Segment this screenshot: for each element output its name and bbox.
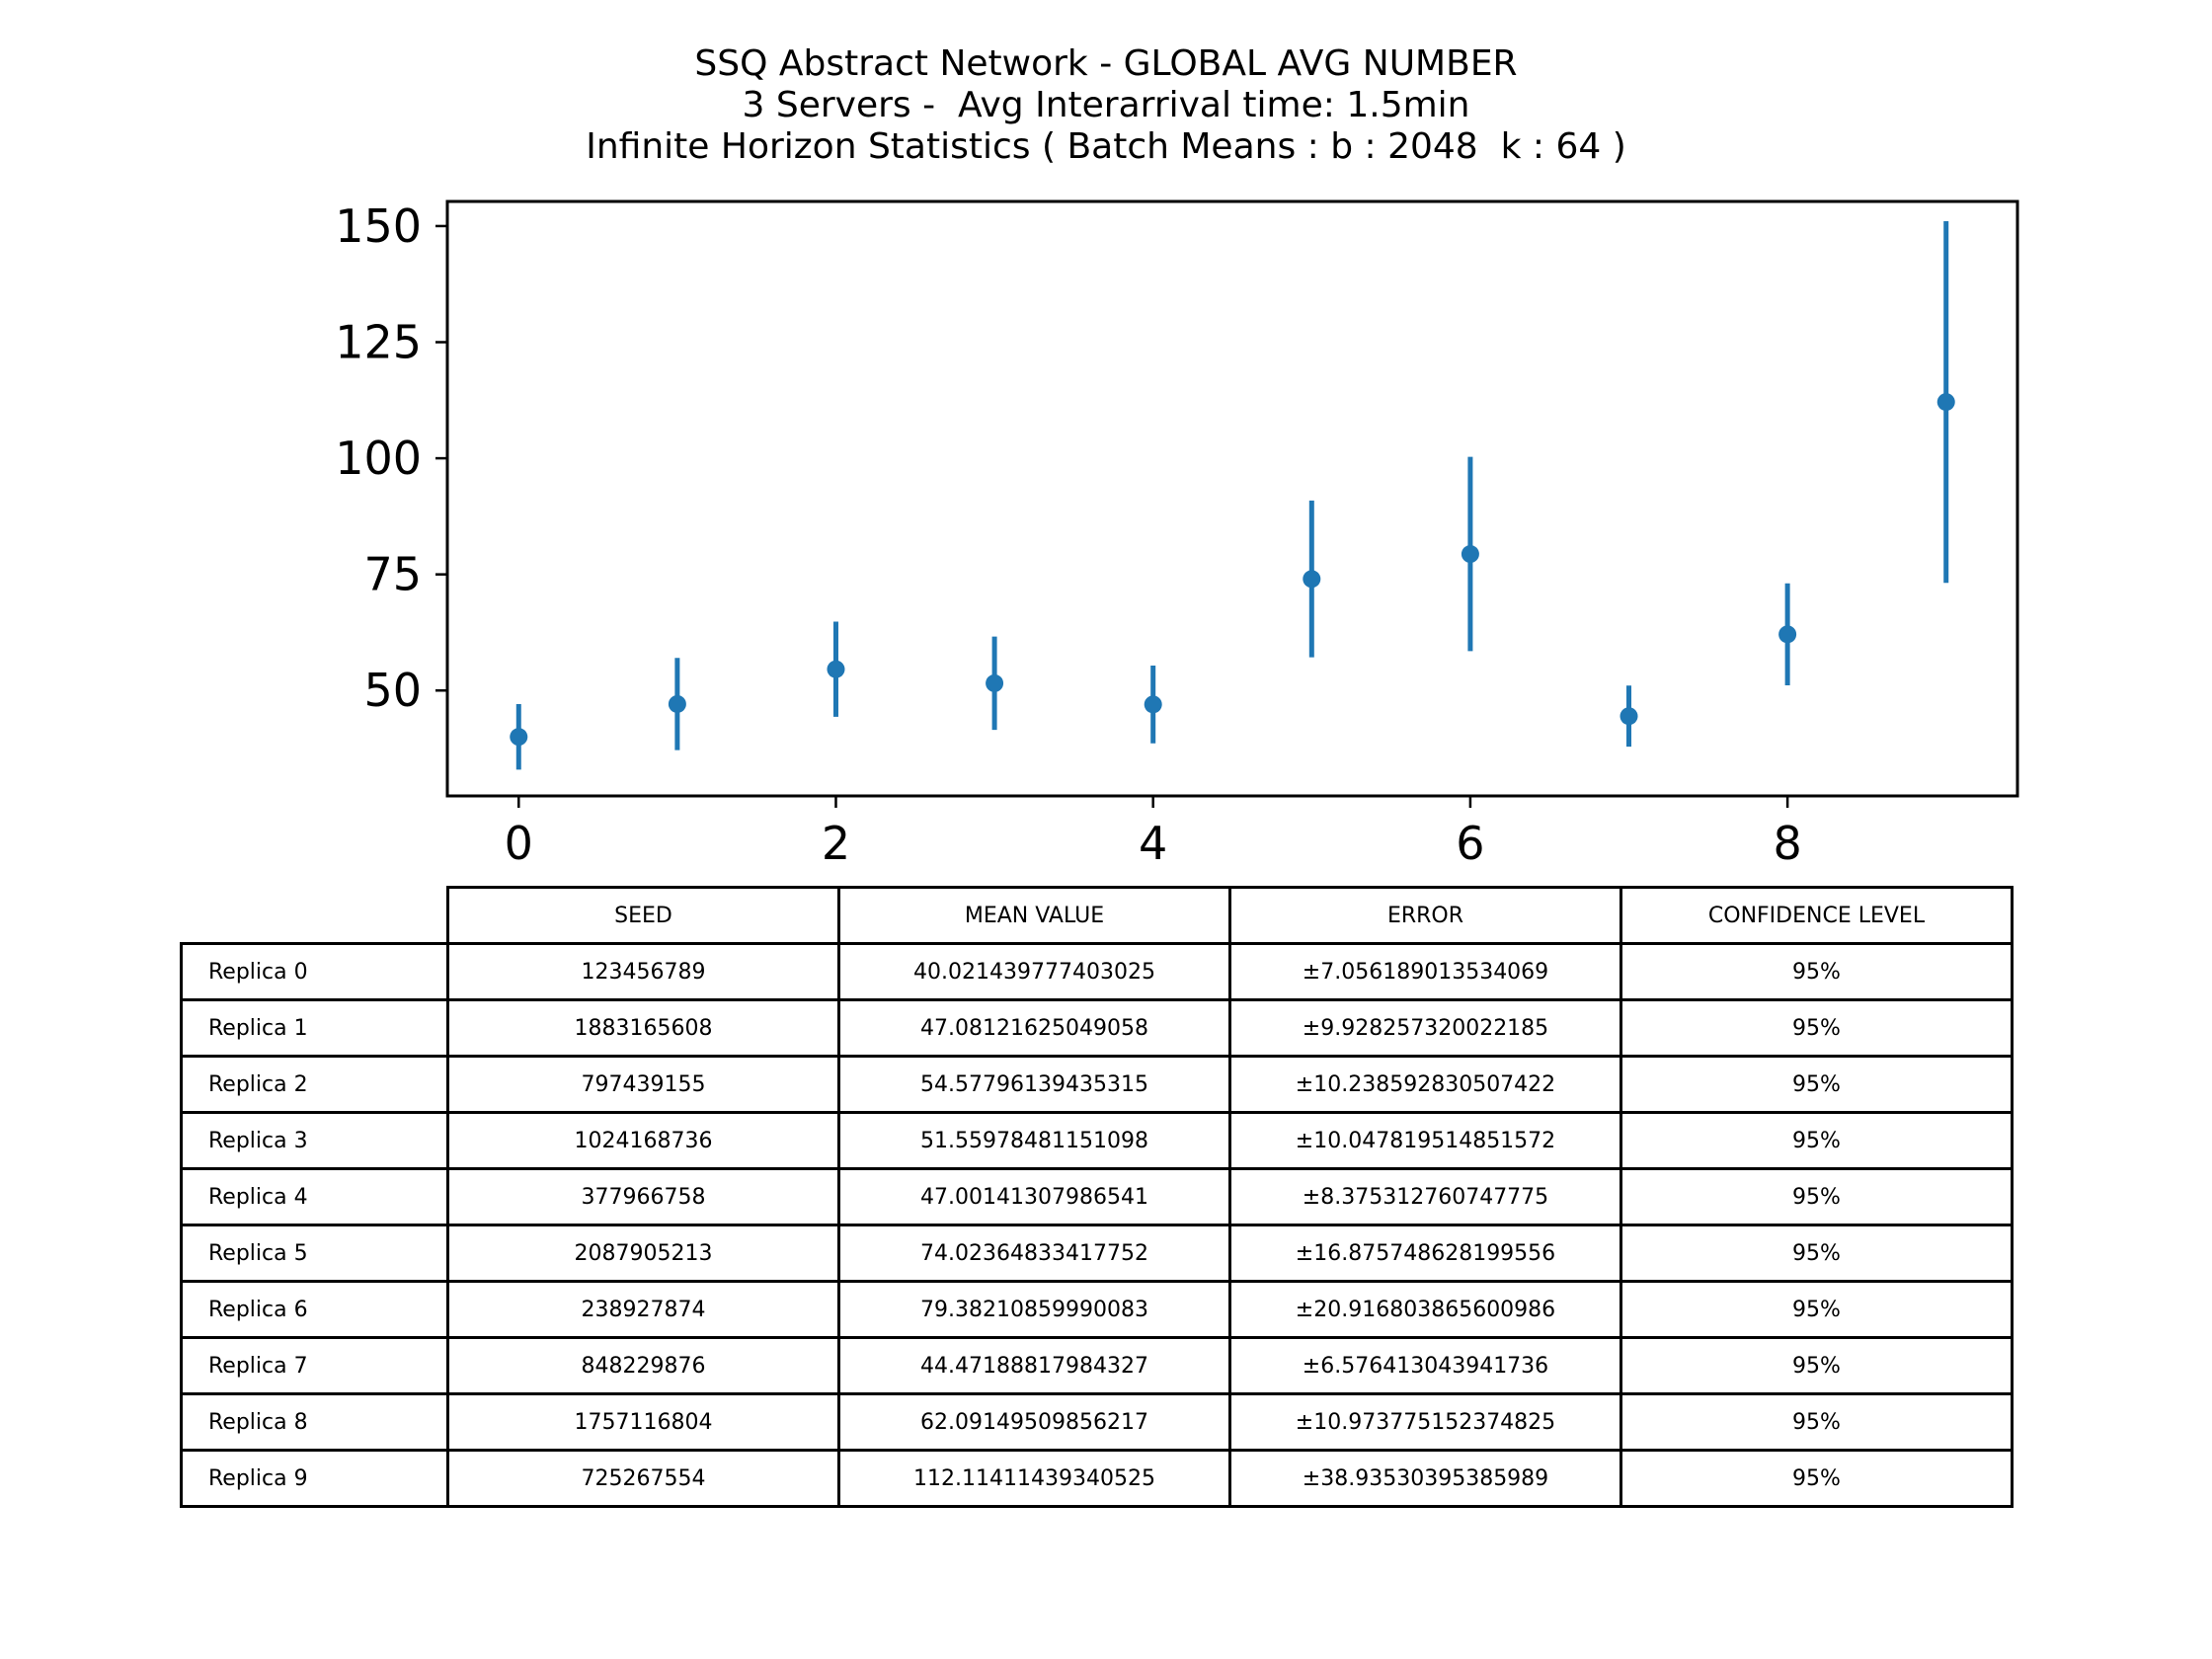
data-point <box>1936 393 1955 412</box>
column-header-error: ERROR <box>1228 886 1622 945</box>
column-header-seed: SEED <box>446 886 840 945</box>
x-tick-label: 8 <box>1773 817 1801 870</box>
error-cell: ±9.928257320022185 <box>1228 998 1622 1058</box>
table-corner <box>181 887 449 945</box>
error-cell: ±38.93530395385989 <box>1228 1449 1622 1508</box>
table-row: Replica 5 2087905213 74.02364833417752 ±16.… <box>180 1224 2014 1283</box>
y-tick-label: 150 <box>335 199 422 253</box>
error-cell: ±20.916803865600986 <box>1228 1280 1622 1339</box>
seed-cell: 1024168736 <box>446 1111 840 1170</box>
seed-cell: 1757116804 <box>446 1392 840 1452</box>
row-label: Replica 3 <box>180 1111 449 1170</box>
chart-title-line-3: Infinite Horizon Statistics ( Batch Mean… <box>586 126 1626 167</box>
table-row: Replica 4 377966758 47.00141307986541 ±8.37… <box>180 1167 2014 1226</box>
y-tick-label: 50 <box>363 664 422 717</box>
mean-value-cell: 47.08121625049058 <box>837 998 1231 1058</box>
mean-value-cell: 47.00141307986541 <box>837 1167 1231 1226</box>
chart-title-line-2: 3 Servers - Avg Interarrival time: 1.5mi… <box>742 85 1470 125</box>
table-row: Replica 3 1024168736 51.55978481151098 ±10.… <box>180 1111 2014 1170</box>
mean-value-cell: 44.47188817984327 <box>837 1336 1231 1395</box>
x-tick-label: 6 <box>1456 817 1484 870</box>
data-point <box>1303 570 1321 589</box>
data-point <box>510 728 528 747</box>
table-row: Replica 1 1883165608 47.08121625049058 ±9.9… <box>180 998 2014 1058</box>
row-label: Replica 9 <box>180 1449 449 1508</box>
seed-cell: 377966758 <box>446 1167 840 1226</box>
data-point <box>1461 545 1479 564</box>
table-row: Replica 2 797439155 54.57796139435315 ±10.2… <box>180 1055 2014 1114</box>
confidence-level-cell: 95% <box>1620 942 2014 1001</box>
mean-value-cell: 112.11411439340525 <box>837 1449 1231 1508</box>
confidence-level-cell: 95% <box>1620 1224 2014 1283</box>
error-cell: ±10.238592830507422 <box>1228 1055 1622 1114</box>
error-cell: ±8.375312760747775 <box>1228 1167 1622 1226</box>
seed-cell: 848229876 <box>446 1336 840 1395</box>
plot-frame <box>445 199 2019 798</box>
mean-value-cell: 40.021439777403025 <box>837 942 1231 1001</box>
row-label: Replica 2 <box>180 1055 449 1114</box>
data-point <box>1620 707 1638 726</box>
row-label: Replica 8 <box>180 1392 449 1452</box>
row-label: Replica 0 <box>180 942 449 1001</box>
seed-cell: 238927874 <box>446 1280 840 1339</box>
error-cell: ±7.056189013534069 <box>1228 942 1622 1001</box>
mean-value-cell: 79.38210859990083 <box>837 1280 1231 1339</box>
confidence-level-cell: 95% <box>1620 1167 2014 1226</box>
column-header-confidence-level: CONFIDENCE LEVEL <box>1620 886 2014 945</box>
table-header-row: SEED MEAN VALUE ERROR CONFIDENCE LEVEL <box>181 886 2014 945</box>
data-point <box>1778 625 1797 644</box>
row-label: Replica 4 <box>180 1167 449 1226</box>
confidence-level-cell: 95% <box>1620 1449 2014 1508</box>
data-point <box>1144 695 1162 714</box>
seed-cell: 797439155 <box>446 1055 840 1114</box>
table-body: Replica 0 123456789 40.021439777403025 ±7.0… <box>180 942 2014 1508</box>
confidence-level-cell: 95% <box>1620 1392 2014 1452</box>
table-row: Replica 8 1757116804 62.09149509856217 ±10.… <box>180 1392 2014 1452</box>
error-cell: ±6.576413043941736 <box>1228 1336 1622 1395</box>
y-axis: 50 75 100 125 150 <box>335 199 447 717</box>
table-row: Replica 9 725267554 112.11411439340525 ±38.… <box>180 1449 2014 1508</box>
chart-title-line-1: SSQ Abstract Network - GLOBAL AVG NUMBER <box>694 43 1518 84</box>
mean-value-cell: 54.57796139435315 <box>837 1055 1231 1114</box>
x-tick-label: 0 <box>505 817 533 870</box>
seed-cell: 725267554 <box>446 1449 840 1508</box>
seed-cell: 123456789 <box>446 942 840 1001</box>
x-axis: 0 2 4 6 8 <box>505 796 1802 870</box>
x-tick-label: 4 <box>1139 817 1167 870</box>
seed-cell: 1883165608 <box>446 998 840 1058</box>
confidence-level-cell: 95% <box>1620 1336 2014 1395</box>
table-row: Replica 0 123456789 40.021439777403025 ±7.0… <box>180 942 2014 1001</box>
table-row: Replica 6 238927874 79.38210859990083 ±20.9… <box>180 1280 2014 1339</box>
y-tick-label: 75 <box>363 548 422 601</box>
data-point <box>668 694 686 713</box>
row-label: Replica 6 <box>180 1280 449 1339</box>
confidence-level-cell: 95% <box>1620 1055 2014 1114</box>
row-label: Replica 1 <box>180 998 449 1058</box>
column-header-mean-value: MEAN VALUE <box>837 886 1231 945</box>
confidence-level-cell: 95% <box>1620 1111 2014 1170</box>
row-label: Replica 7 <box>180 1336 449 1395</box>
results-table: SEED MEAN VALUE ERROR CONFIDENCE LEVEL R… <box>180 886 2014 1508</box>
mean-value-cell: 51.55978481151098 <box>837 1111 1231 1170</box>
y-tick-label: 125 <box>335 316 422 369</box>
data-point <box>827 660 845 678</box>
seed-cell: 2087905213 <box>446 1224 840 1283</box>
y-tick-label: 100 <box>335 432 422 485</box>
confidence-level-cell: 95% <box>1620 1280 2014 1339</box>
confidence-level-cell: 95% <box>1620 998 2014 1058</box>
x-tick-label: 2 <box>822 817 850 870</box>
row-label: Replica 5 <box>180 1224 449 1283</box>
mean-value-cell: 74.02364833417752 <box>837 1224 1231 1283</box>
plot-content <box>510 220 1955 770</box>
error-cell: ±10.047819514851572 <box>1228 1111 1622 1170</box>
data-point <box>986 673 1004 692</box>
error-cell: ±10.973775152374825 <box>1228 1392 1622 1452</box>
chart-title: SSQ Abstract Network - GLOBAL AVG NUMBER… <box>0 43 2212 168</box>
table-row: Replica 7 848229876 44.47188817984327 ±6.57… <box>180 1336 2014 1395</box>
error-cell: ±16.875748628199556 <box>1228 1224 1622 1283</box>
mean-value-cell: 62.09149509856217 <box>837 1392 1231 1452</box>
